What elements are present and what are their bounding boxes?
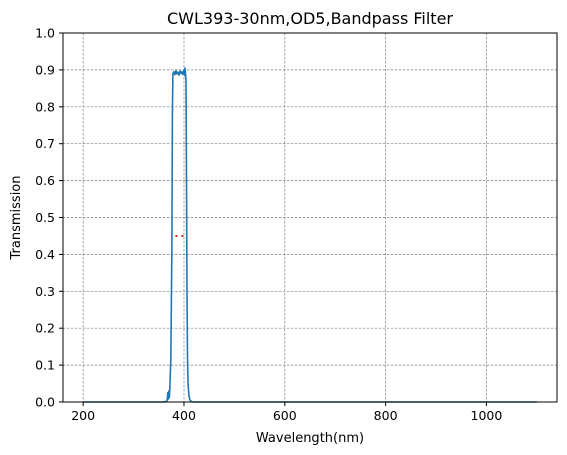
y-axis-title: Transmission	[9, 176, 24, 261]
x-tick-label: 600	[273, 408, 297, 423]
x-tick-label: 800	[374, 408, 398, 423]
y-tick-label: 0.1	[35, 358, 55, 373]
y-tick-label: 0.4	[35, 247, 55, 262]
y-tick-label: 0.7	[35, 136, 55, 151]
y-tick-label: 0.6	[35, 173, 55, 188]
x-tick-label: 1000	[471, 408, 503, 423]
y-tick-label: 0.2	[35, 321, 55, 336]
series-layer	[83, 67, 537, 403]
y-tick-label: 0.9	[35, 62, 55, 77]
y-tick-label: 1.0	[35, 26, 55, 41]
y-tick-label: 0.0	[35, 395, 55, 410]
x-tick-label: 400	[172, 408, 196, 423]
chart-title: CWL393-30nm,OD5,Bandpass Filter	[167, 9, 453, 28]
y-tick-label: 0.5	[35, 210, 55, 225]
tick-layer: 200 400 600 800 1000 0.0 0.1 0.2 0.3 0.4 0.5 0.6 0.7…	[35, 26, 502, 424]
x-tick-label: 200	[71, 408, 95, 423]
y-tick-label: 0.3	[35, 284, 55, 299]
transmission-curve	[83, 67, 537, 403]
y-tick-label: 0.8	[35, 99, 55, 114]
x-axis-title: Wavelength(nm)	[256, 431, 364, 446]
grid-layer	[63, 32, 557, 403]
